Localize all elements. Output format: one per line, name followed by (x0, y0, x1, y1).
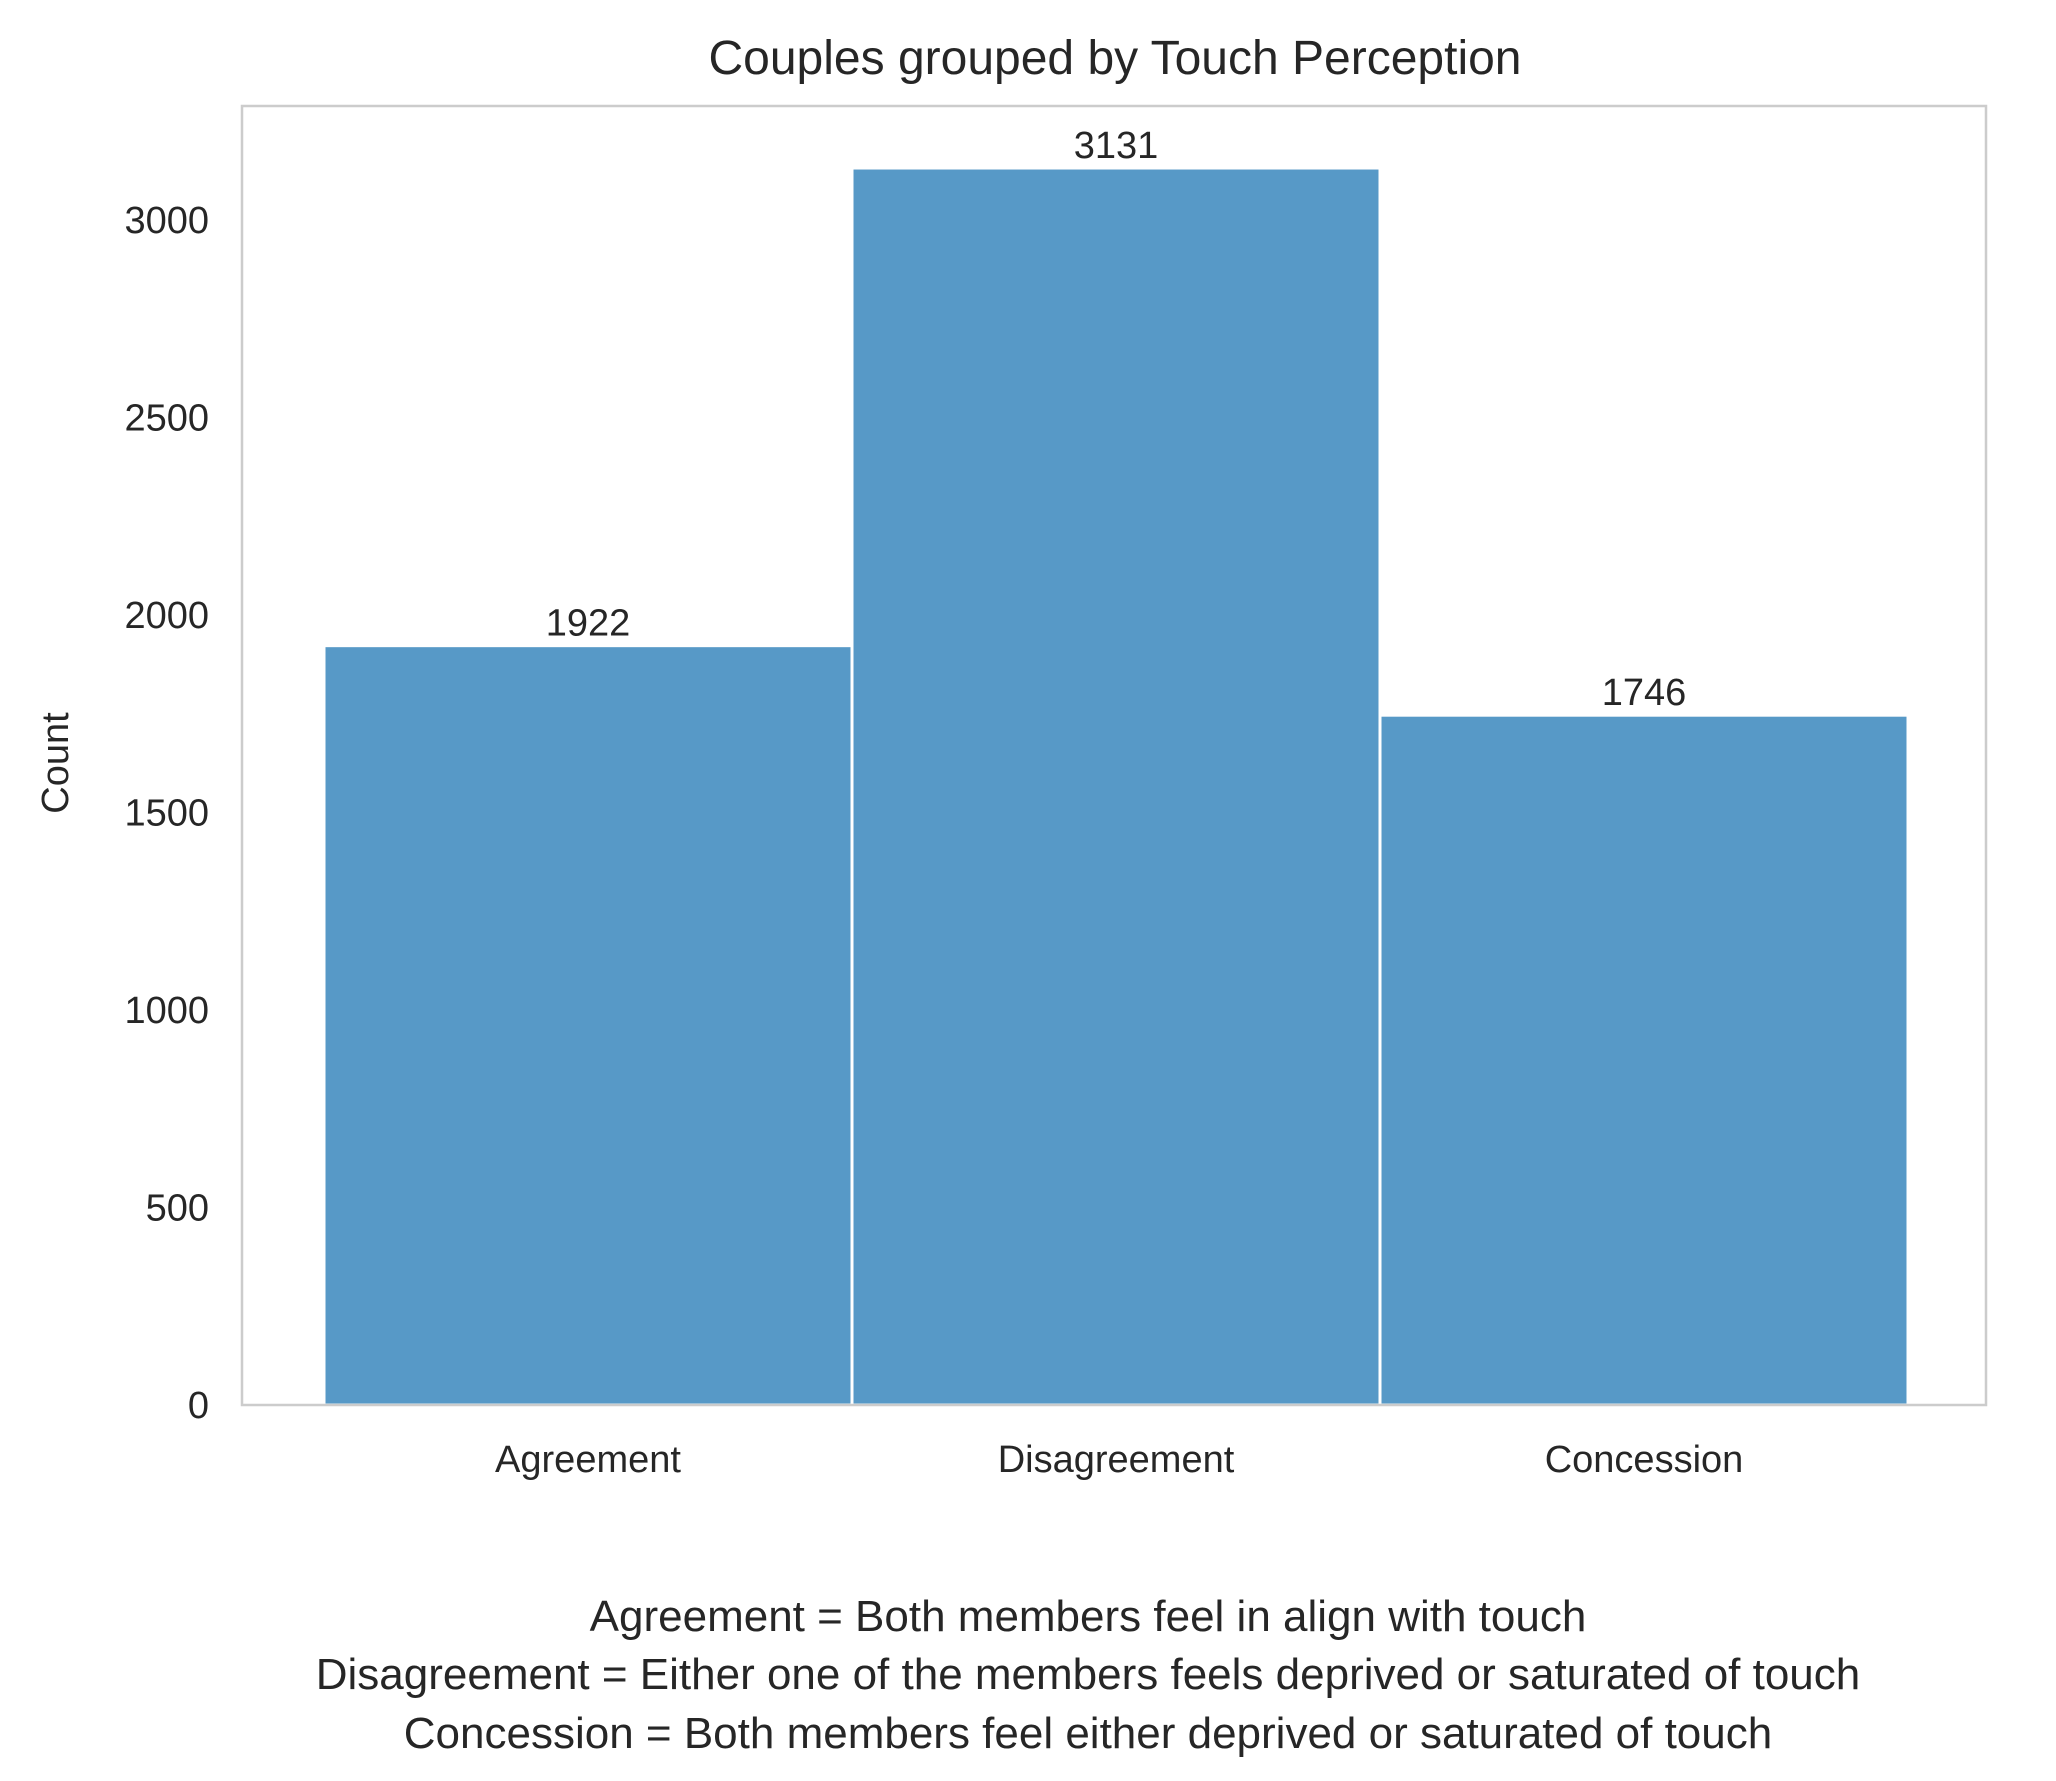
plot-frame (240, 104, 1988, 1407)
bars-layer (322, 166, 1910, 1407)
bar-concession (1378, 713, 1910, 1407)
y-tick-label: 2500 (124, 397, 209, 439)
caption: Agreement = Both members feel in align w… (316, 1592, 1861, 1758)
bar-agreement (322, 644, 854, 1407)
x-tick-label: Agreement (495, 1439, 681, 1481)
caption-line: Disagreement = Either one of the members… (316, 1650, 1861, 1699)
x-tick-label: Disagreement (998, 1439, 1235, 1481)
bar-value-label: 3131 (1074, 125, 1159, 167)
bar-value-label: 1922 (546, 603, 631, 645)
chart-title: Couples grouped by Touch Perception (709, 32, 1522, 85)
y-tick-label: 1000 (124, 990, 209, 1032)
caption-line: Concession = Both members feel either de… (404, 1709, 1772, 1758)
bar-disagreement (850, 166, 1382, 1407)
y-tick-label: 2000 (124, 595, 209, 637)
y-tick-label: 500 (146, 1187, 209, 1229)
x-tick-label: Concession (1545, 1439, 1744, 1481)
caption-line: Agreement = Both members feel in align w… (590, 1592, 1587, 1641)
y-axis-label: Count (35, 712, 77, 814)
bar-value-label: 1746 (1602, 672, 1687, 714)
y-tick-label: 0 (188, 1385, 209, 1427)
y-tick-label: 1500 (124, 792, 209, 834)
y-tick-label: 3000 (124, 200, 209, 242)
labels-layer: 1922 Agreement 3131 Disagreement 1746 Concess… (124, 125, 1743, 1481)
